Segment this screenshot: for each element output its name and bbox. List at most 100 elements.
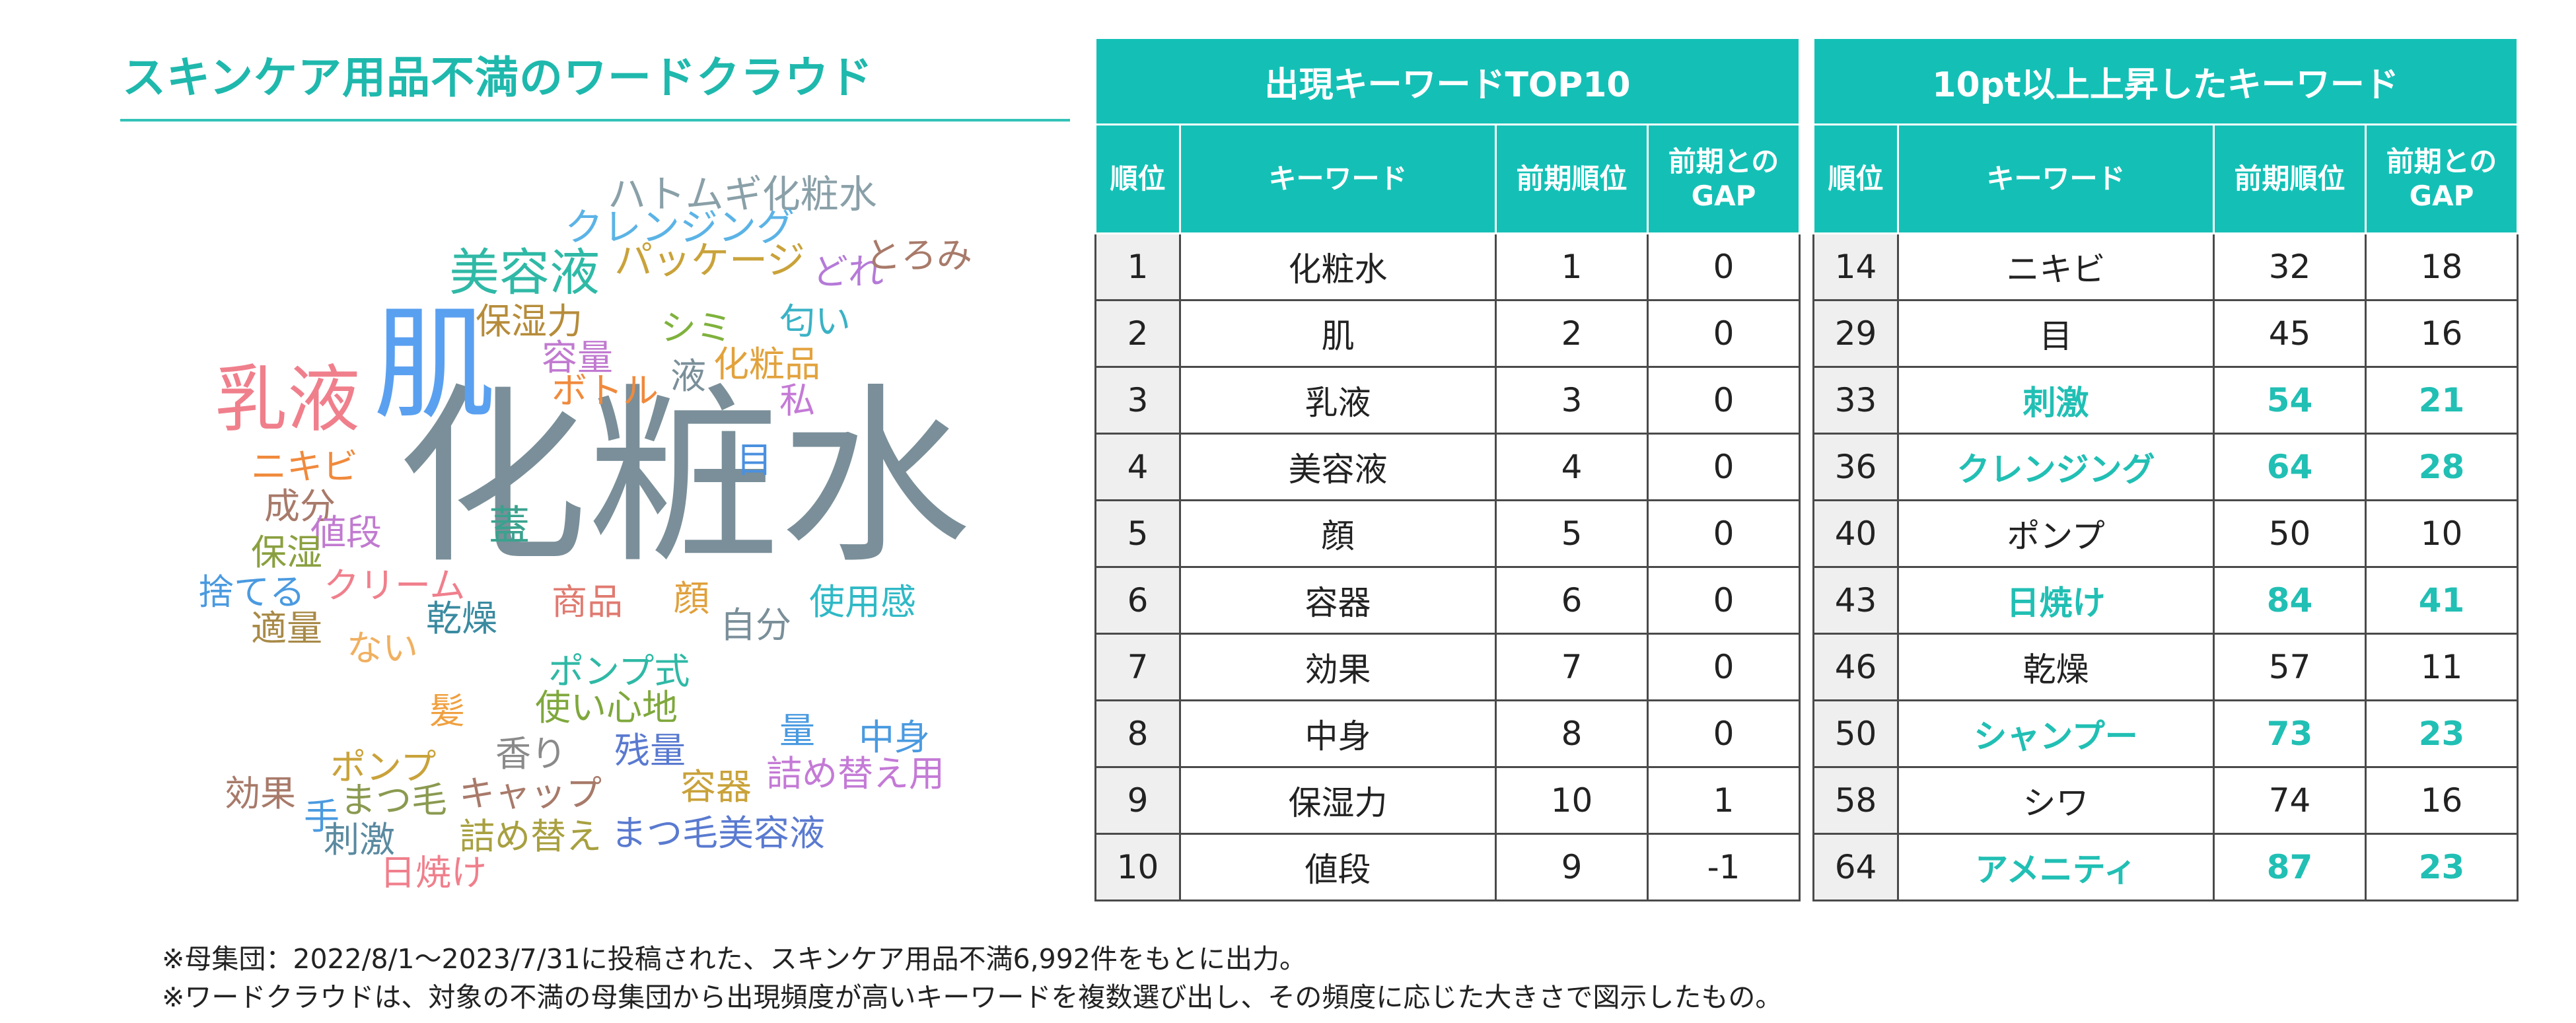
cloud-word: キャップ — [459, 773, 602, 814]
gap-cell: 0 — [1646, 499, 1801, 568]
gap-cell: 16 — [2364, 299, 2519, 368]
rank-cell: 6 — [1094, 566, 1181, 635]
prev-rank-cell: 6 — [1495, 566, 1649, 635]
keyword-cell: 顔 — [1179, 499, 1497, 568]
keyword-cell: 乳液 — [1179, 366, 1497, 435]
cloud-word: まつ毛美容液 — [611, 812, 825, 854]
cloud-word: ボトル — [552, 370, 659, 411]
rank-cell: 3 — [1094, 366, 1181, 435]
gap-cell: 0 — [1646, 299, 1801, 368]
rank-cell: 50 — [1812, 699, 1899, 768]
footnote-wordcloud: ※ワードクラウドは、対象の不満の母集団から出現頻度が高いキーワードを複数選び出し… — [162, 981, 1783, 1013]
rank-cell: 4 — [1094, 433, 1181, 501]
prev-rank-cell: 10 — [1495, 766, 1649, 835]
table-row: 36 クレンジング 64 28 — [1812, 433, 2519, 501]
cloud-word: 効果 — [225, 773, 296, 814]
rank-cell: 36 — [1812, 433, 1899, 501]
cloud-word: 詰め替え用 — [766, 753, 945, 794]
keyword-cell: 刺激 — [1897, 366, 2215, 435]
gap-cell: -1 — [1646, 833, 1801, 901]
cloud-word: 自分 — [720, 604, 791, 646]
cloud-word: ポンプ — [330, 746, 437, 788]
gap-cell: 0 — [1646, 366, 1801, 435]
prev-rank-cell: 84 — [2213, 566, 2367, 635]
cloud-word: 量 — [779, 710, 815, 752]
rank-cell: 14 — [1812, 232, 1899, 301]
table-row: 43 日焼け 84 41 — [1812, 566, 2519, 635]
rank-cell: 10 — [1094, 833, 1181, 901]
table-row: 33 刺激 54 21 — [1812, 366, 2519, 435]
gap-cell: 21 — [2364, 366, 2519, 435]
cloud-word: 残量 — [614, 730, 686, 771]
keyword-cell: シワ — [1897, 766, 2215, 835]
cloud-word: 化粧品 — [713, 343, 820, 385]
cloud-word: 保湿力 — [476, 300, 583, 342]
table-row: 64 アメニティ 87 23 — [1812, 833, 2519, 901]
prev-rank-cell: 7 — [1495, 633, 1649, 701]
rank-cell: 29 — [1812, 299, 1899, 368]
keyword-cell: 日焼け — [1897, 566, 2215, 635]
keyword-cell: 効果 — [1179, 633, 1497, 701]
rank-cell: 43 — [1812, 566, 1899, 635]
prev-rank-cell: 64 — [2213, 433, 2367, 501]
table-row: 6 容器 6 0 — [1094, 566, 1801, 635]
rank-cell: 9 — [1094, 766, 1181, 835]
cloud-word: 肌 — [373, 293, 495, 436]
gap-cell: 23 — [2364, 833, 2519, 901]
cloud-word: 匂い — [779, 300, 851, 342]
rank-cell: 2 — [1094, 299, 1181, 368]
cloud-word: 中身 — [859, 717, 930, 758]
title-underline — [120, 119, 1070, 122]
word-cloud: 化粧水肌乳液 美容液 ハトムギ化粧水 クレンジング パッケージ どれ とろみ 保湿力 シミ 匂い容… — [119, 145, 1063, 918]
keyword-cell: 肌 — [1179, 299, 1497, 368]
prev-rank-cell: 45 — [2213, 299, 2367, 368]
cloud-word: 容器 — [680, 766, 752, 808]
cloud-word: 髪 — [429, 690, 465, 732]
rank-cell: 64 — [1812, 833, 1899, 901]
prev-rank-cell: 5 — [1495, 499, 1649, 568]
table-row: 50 シャンプー 73 23 — [1812, 699, 2519, 768]
keyword-cell: 美容液 — [1179, 433, 1497, 501]
keyword-cell: 中身 — [1179, 699, 1497, 768]
rank-cell: 7 — [1094, 633, 1181, 701]
keyword-cell: 容器 — [1179, 566, 1497, 635]
prev-rank-cell: 87 — [2213, 833, 2367, 901]
prev-rank-cell: 74 — [2213, 766, 2367, 835]
prev-rank-cell: 8 — [1495, 699, 1649, 768]
col-header-gap: 前期との GAP — [1646, 123, 1801, 234]
gap-cell: 18 — [2364, 232, 2519, 301]
cloud-word: 使用感 — [809, 581, 916, 623]
keyword-cell: 値段 — [1179, 833, 1497, 901]
cloud-word: パッケージ — [614, 238, 805, 283]
table-row: 14 ニキビ 32 18 — [1812, 232, 2519, 301]
cloud-word: 成分 — [264, 485, 336, 527]
cloud-word: シミ — [661, 307, 732, 349]
prev-rank-cell: 50 — [2213, 499, 2367, 568]
gap-cell: 10 — [2364, 499, 2519, 568]
col-header-prev-rank: 前期順位 — [2213, 123, 2367, 234]
gap-cell: 1 — [1646, 766, 1801, 835]
cloud-word: クリーム — [324, 565, 466, 606]
keyword-cell: クレンジング — [1897, 433, 2215, 501]
top10-table-title: 出現キーワードTOP10 — [1094, 37, 1801, 125]
cloud-word: 液 — [670, 355, 706, 397]
rank-cell: 8 — [1094, 699, 1181, 768]
cloud-word: 手 — [304, 796, 340, 837]
keyword-cell: 化粧水 — [1179, 232, 1497, 301]
prev-rank-cell: 2 — [1495, 299, 1649, 368]
rank-cell: 58 — [1812, 766, 1899, 835]
col-header-rank: 順位 — [1812, 123, 1899, 234]
keyword-cell: アメニティ — [1897, 833, 2215, 901]
gap-cell: 16 — [2364, 766, 2519, 835]
keyword-cell: 乾燥 — [1897, 633, 2215, 701]
table-row: 58 シワ 74 16 — [1812, 766, 2519, 835]
cloud-word: 顔 — [674, 578, 709, 619]
cloud-word: 美容液 — [449, 243, 600, 302]
gap-cell: 0 — [1646, 566, 1801, 635]
col-header-gap: 前期との GAP — [2364, 123, 2519, 234]
keyword-cell: ポンプ — [1897, 499, 2215, 568]
table-row: 9 保湿力 10 1 — [1094, 766, 1801, 835]
gap-cell: 23 — [2364, 699, 2519, 768]
prev-rank-cell: 54 — [2213, 366, 2367, 435]
